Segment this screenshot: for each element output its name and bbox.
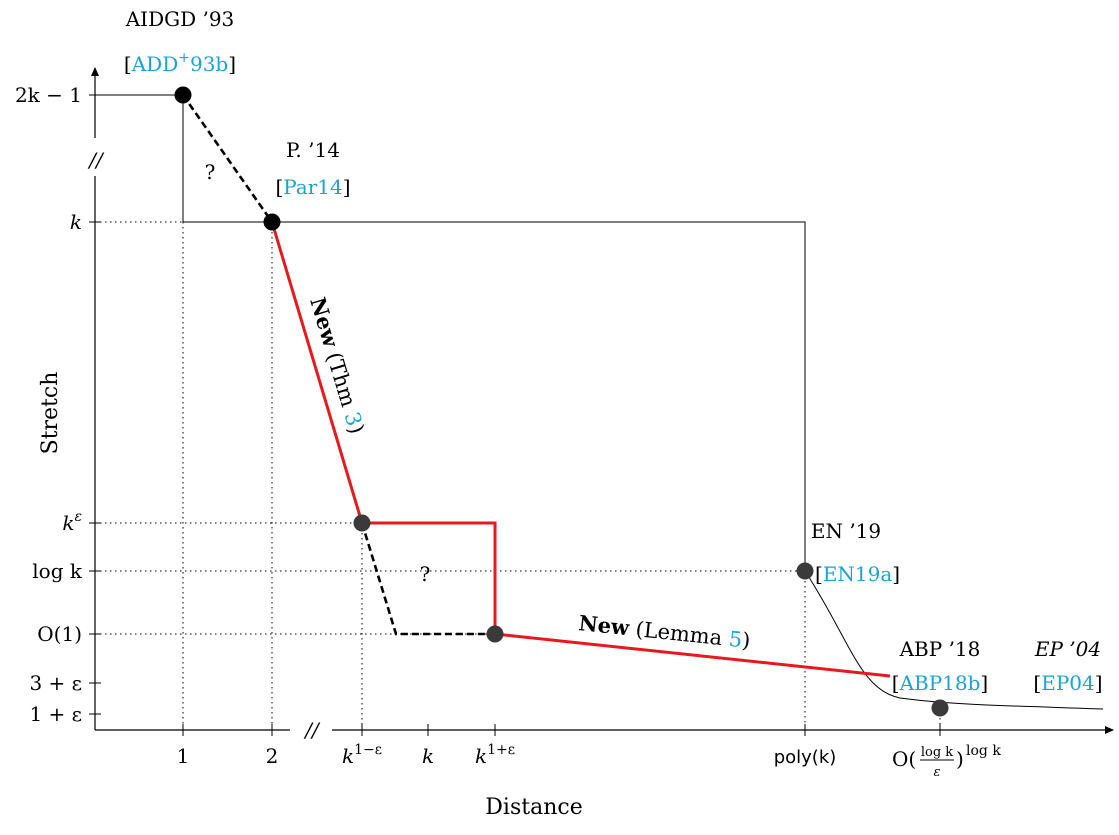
x-tick-label: poly(k) — [774, 747, 837, 768]
y-tick-label: k — [70, 210, 82, 234]
cite-en19: [EN19a] — [815, 562, 900, 586]
cite-aidgd: [ADD+93b] — [124, 50, 236, 76]
label-par14: P. ’14 — [286, 138, 340, 162]
label-abp18: ABP ’18 — [899, 637, 981, 661]
dashed-lower — [360, 522, 495, 636]
new-lemma-segment — [494, 632, 891, 678]
new-thm-segment — [270, 221, 364, 524]
y-axis-title: Stretch — [38, 372, 63, 455]
x-tick-label: k1−ε — [342, 742, 382, 768]
svg-text:O(: O( — [892, 747, 916, 771]
point-en19 — [796, 562, 814, 580]
new-result-segments — [270, 221, 891, 678]
cite-ep04: [EP04] — [1033, 671, 1102, 695]
new-step-segment — [362, 521, 497, 634]
y-axis-break: // — [87, 148, 105, 172]
region-lines — [95, 94, 1104, 710]
tick-marks — [89, 94, 941, 736]
x-tick-label: k1+ε — [475, 742, 515, 768]
svg-text:): ) — [956, 747, 964, 771]
cite-par14: [Par14] — [275, 175, 350, 199]
label-aidgd: AIDGD ’93 — [125, 7, 235, 31]
y-tick-labels: 2k − 1 k kε log k O(1) 3 + ε 1 + ε — [15, 83, 83, 726]
x-axis-title: Distance — [485, 795, 582, 820]
question-mark-upper: ? — [205, 160, 216, 184]
x-axis-break: // — [303, 718, 321, 742]
x-tick-label: k — [422, 744, 434, 768]
point-aidgd — [174, 86, 192, 104]
point-k-eps — [353, 514, 371, 532]
points — [174, 86, 949, 717]
point-ep04 — [931, 699, 949, 717]
cite-abp18: [ABP18b] — [892, 671, 988, 695]
tail-curve — [804, 570, 1104, 710]
citation-labels: AIDGD ’93 [ADD+93b] P. ’14 [Par14] EN ’1… — [124, 7, 1103, 695]
question-mark-lower: ? — [420, 562, 431, 586]
axes — [91, 67, 1114, 734]
x-tick-label: 1 — [177, 744, 190, 768]
open-question-segments — [181, 94, 495, 636]
en-region-boundary — [183, 221, 806, 571]
guide-lines — [95, 221, 941, 730]
y-tick-label: kε — [62, 509, 82, 535]
y-tick-label: 3 + ε — [29, 671, 82, 695]
x-tick-label: 2 — [266, 744, 279, 768]
label-ep04: EP ’04 — [1034, 637, 1101, 661]
svg-text:log k: log k — [921, 745, 953, 760]
point-par14 — [263, 213, 281, 231]
y-tick-label: 1 + ε — [29, 702, 82, 726]
y-tick-label: O(1) — [37, 622, 82, 646]
x-tick-labels: 1 2 k1−ε k k1+ε poly(k) O( log k ε ) log… — [177, 742, 1002, 780]
y-tick-label: 2k − 1 — [15, 83, 82, 107]
svg-text:log k: log k — [966, 743, 1001, 759]
svg-text:ε: ε — [934, 765, 941, 780]
dashed-upper — [181, 94, 274, 223]
y-tick-label: log k — [32, 559, 83, 583]
label-en19: EN ’19 — [811, 519, 881, 543]
point-o1 — [486, 625, 504, 643]
x-tick-label-o-log: O( log k ε ) log k — [892, 743, 1001, 780]
